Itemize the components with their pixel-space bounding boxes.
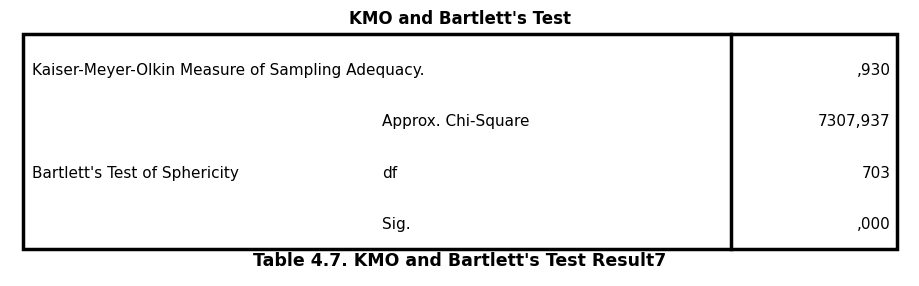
Text: 7307,937: 7307,937 — [817, 114, 890, 129]
Text: ,000: ,000 — [856, 217, 890, 232]
Text: Kaiser-Meyer-Olkin Measure of Sampling Adequacy.: Kaiser-Meyer-Olkin Measure of Sampling A… — [32, 63, 425, 78]
Text: ,930: ,930 — [856, 63, 890, 78]
Bar — [23, 34, 896, 249]
Text: 703: 703 — [860, 166, 890, 180]
Text: Table 4.7. KMO and Bartlett's Test Result7: Table 4.7. KMO and Bartlett's Test Resul… — [253, 252, 666, 270]
Text: df: df — [381, 166, 396, 180]
Text: Bartlett's Test of Sphericity: Bartlett's Test of Sphericity — [32, 166, 239, 180]
Text: Approx. Chi-Square: Approx. Chi-Square — [381, 114, 528, 129]
Text: KMO and Bartlett's Test: KMO and Bartlett's Test — [348, 10, 571, 28]
Text: Sig.: Sig. — [381, 217, 410, 232]
